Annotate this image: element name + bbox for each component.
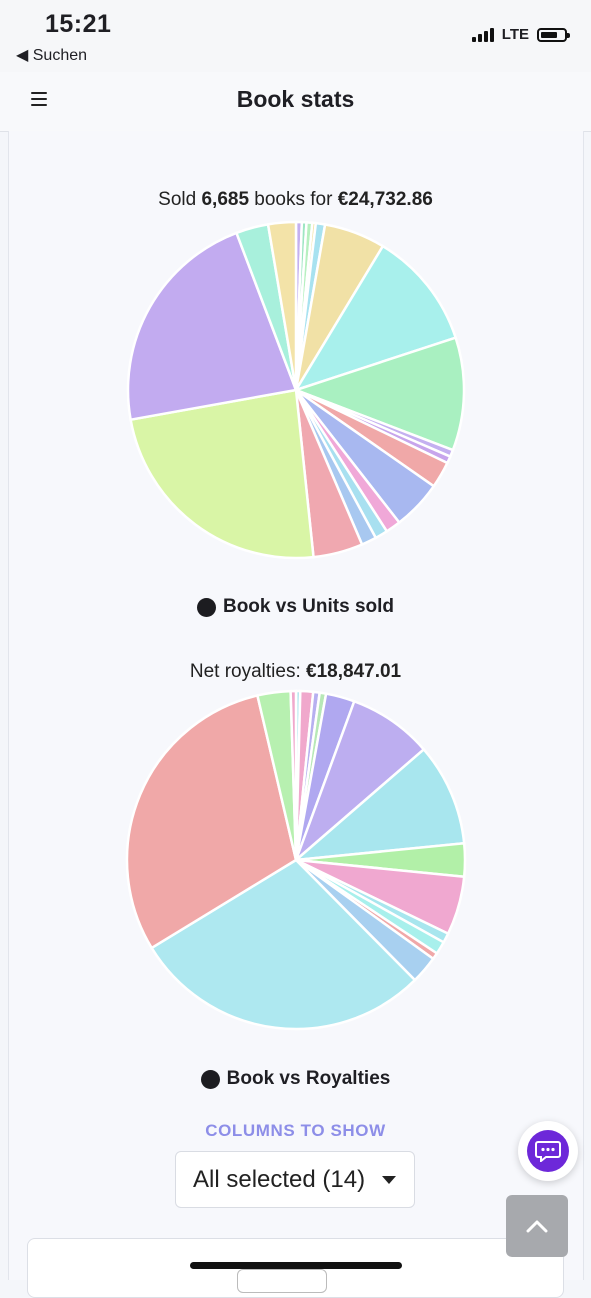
columns-select-value: All selected (14) [193, 1165, 366, 1193]
units-pie-slice-7[interactable] [293, 244, 458, 393]
units-pie-chart[interactable] [125, 219, 467, 561]
royalties-pie-chart[interactable] [124, 688, 468, 1032]
units-legend-label: Book vs Units sold [222, 596, 395, 617]
legend-dot-icon [200, 1069, 220, 1089]
units-sold-value: 6,685 [201, 189, 250, 210]
home-indicator [190, 1262, 402, 1269]
hamburger-menu-icon[interactable] [31, 92, 47, 106]
columns-to-show-label: COLUMNS TO SHOW [205, 1121, 386, 1140]
royalties-caption-prefix: Net royalties: [189, 661, 307, 682]
royalties-chart-caption: Net royalties: €18,847.01 [0, 661, 591, 683]
app-header: Book stats [0, 72, 591, 132]
chevron-up-icon [526, 1220, 548, 1233]
network-type: LTE [501, 26, 529, 43]
royalties-pie-slice-7[interactable] [292, 747, 466, 862]
battery-icon [537, 27, 570, 42]
page-title: Book stats [236, 86, 355, 112]
units-caption-middle: books for [249, 189, 338, 210]
scroll-to-top-button[interactable] [506, 1195, 568, 1257]
royalties-pie-slice-15[interactable] [125, 693, 298, 950]
revenue-value: €24,732.86 [337, 189, 433, 210]
units-pie-slice-20[interactable] [266, 220, 298, 391]
back-to-search-link[interactable]: ◀ Suchen [16, 47, 88, 64]
status-bar: 15:21 ◀ Suchen LTE [0, 0, 591, 72]
units-caption-prefix: Sold [158, 189, 202, 210]
royalties-pie-slice-17[interactable] [289, 689, 298, 861]
royalties-pie-slice-14[interactable] [149, 858, 417, 1031]
units-pie-slice-8[interactable] [292, 336, 466, 452]
units-chart-legend[interactable]: Book vs Units sold [0, 596, 591, 618]
signal-strength-icon [471, 27, 494, 42]
units-pie-slice-17[interactable] [129, 388, 315, 560]
status-indicators: LTE [471, 26, 570, 43]
units-chart-caption: Sold 6,685 books for €24,732.86 [0, 189, 591, 211]
dropdown-caret-icon [382, 1176, 396, 1184]
legend-dot-icon [196, 597, 216, 617]
royalties-chart-legend[interactable]: Book vs Royalties [0, 1068, 591, 1090]
royalties-legend-label: Book vs Royalties [226, 1068, 391, 1089]
royalties-value: €18,847.01 [306, 661, 402, 682]
table-page-size-input[interactable] [237, 1269, 327, 1293]
columns-select-dropdown[interactable]: All selected (14) [175, 1151, 415, 1208]
status-time: 15:21 [45, 10, 112, 38]
chat-bubble-icon [527, 1130, 569, 1172]
chat-button[interactable] [518, 1121, 578, 1181]
